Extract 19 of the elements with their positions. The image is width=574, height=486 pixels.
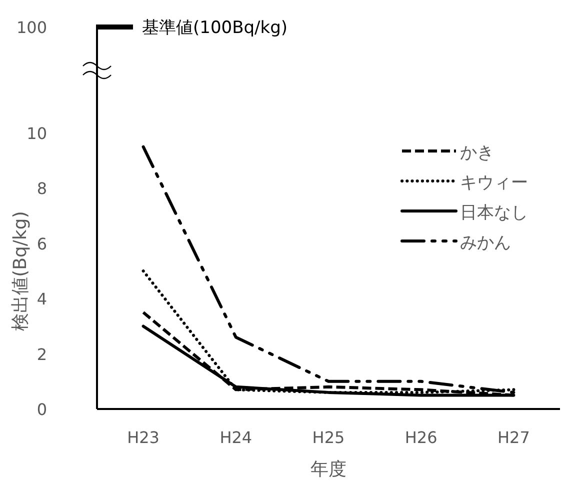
text: 100 xyxy=(16,18,47,37)
x-tick-label: H24 xyxy=(220,428,252,447)
x-tick-label: H23 xyxy=(127,428,160,447)
x-tick-label: H27 xyxy=(498,428,530,447)
legend-label: みかん xyxy=(460,233,511,253)
y-tick-label: 10 xyxy=(26,124,47,143)
y-tick-label: 6 xyxy=(36,234,47,254)
y-tick-label: 4 xyxy=(36,290,47,309)
text: 基準値(100Bq/kg) xyxy=(142,18,288,38)
x-tick-label: H26 xyxy=(404,428,438,447)
legend-label: キウィー xyxy=(460,173,528,193)
legend-label: 日本なし xyxy=(460,203,528,223)
y-tick-label: 2 xyxy=(36,344,47,364)
x-tick-label: H25 xyxy=(312,428,345,447)
y-axis-title: 検出値(Bq/kg) xyxy=(10,211,31,331)
x-axis-title: 年度 xyxy=(310,459,346,480)
legend-label: かき xyxy=(460,143,494,163)
y-tick-label: 8 xyxy=(36,179,47,198)
y-tick-label: 0 xyxy=(36,400,47,419)
